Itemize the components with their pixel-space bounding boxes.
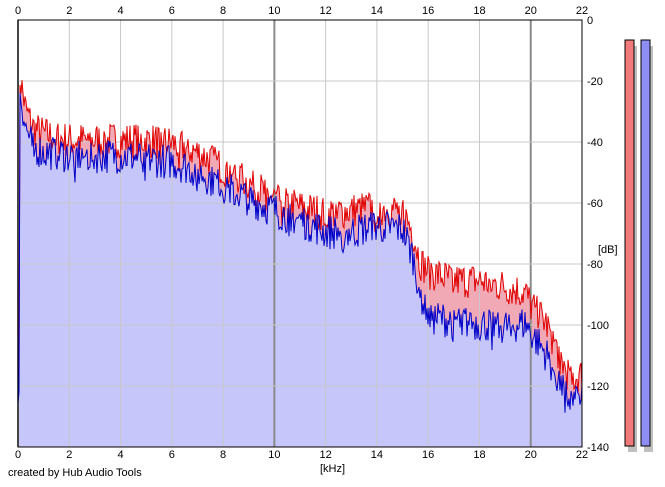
x-tick-label-bottom: 14: [371, 449, 383, 461]
x-tick-label-top: 10: [268, 5, 280, 17]
y-ticks: 0 -20 -40 -60 -80 -100 -120 -140: [587, 15, 609, 454]
x-tick-label-bottom: 22: [576, 449, 588, 461]
x-ticks-bottom: 0 2 4 6 8 10 12 14 16 18 20 22: [15, 449, 588, 461]
credit-text: created by Hub Audio Tools: [8, 467, 142, 479]
y-axis-label: [dB]: [598, 244, 618, 256]
right-channel-fill: [18, 92, 582, 448]
x-tick-label-bottom: 6: [169, 449, 175, 461]
x-tick-label-top: 14: [371, 5, 383, 17]
x-tick-label-bottom: 20: [525, 449, 537, 461]
x-tick-label-top: 20: [525, 5, 537, 17]
x-tick-label-bottom: 18: [473, 449, 485, 461]
y-tick-label: -140: [587, 442, 609, 454]
x-tick-label-top: 8: [220, 5, 226, 17]
x-tick-label-bottom: 4: [117, 449, 123, 461]
x-tick-label-bottom: 12: [320, 449, 332, 461]
spectrum-traces: [17, 80, 583, 413]
x-tick-label-top: 22: [576, 5, 588, 17]
y-tick-label: 0: [587, 15, 593, 27]
right-level-meter: [640, 39, 651, 447]
x-tick-label-top: 16: [422, 5, 434, 17]
x-tick-label-top: 2: [66, 5, 72, 17]
y-tick-label: -60: [587, 198, 603, 210]
x-tick-label-top: 18: [473, 5, 485, 17]
level-meters: [624, 39, 653, 452]
x-tick-label-top: 12: [320, 5, 332, 17]
y-tick-label: -100: [587, 320, 609, 332]
y-tick-label: -80: [587, 259, 603, 271]
x-tick-label-bottom: 0: [15, 449, 21, 461]
x-tick-label-top: 6: [169, 5, 175, 17]
plot-frame: [17, 19, 583, 448]
x-tick-label-bottom: 8: [220, 449, 226, 461]
x-ticks-top: 0 2 4 6 8 10 12 14 16 18 20 22: [15, 5, 588, 17]
x-tick-label-bottom: 16: [422, 449, 434, 461]
y-tick-label: -120: [587, 381, 609, 393]
x-tick-label-bottom: 2: [66, 449, 72, 461]
x-tick-label-bottom: 10: [268, 449, 280, 461]
left-level-meter: [624, 39, 635, 447]
y-tick-label: -40: [587, 137, 603, 149]
left-channel-trace: [17, 80, 583, 394]
x-axis-label: [kHz]: [320, 463, 345, 475]
y-tick-label: -20: [587, 76, 603, 88]
right-channel-trace: [17, 92, 583, 413]
x-tick-label-top: 0: [15, 5, 21, 17]
x-tick-label-top: 4: [117, 5, 123, 17]
